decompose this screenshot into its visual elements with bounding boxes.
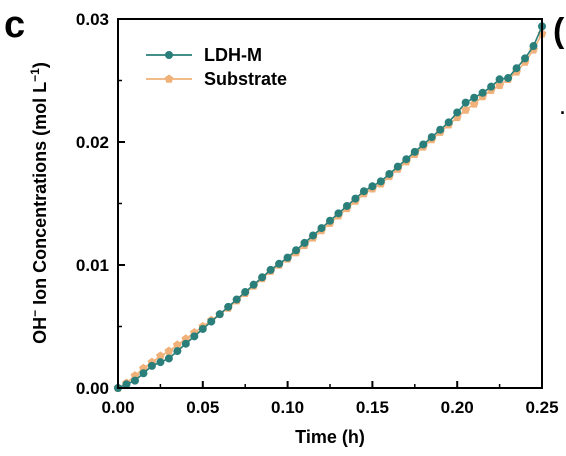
data-point-ldh-m [342,201,351,210]
cropped-neighbor-panel-label: ( [553,12,565,50]
series-line-ldh-m [117,26,543,389]
data-point-ldh-m [521,54,530,63]
data-point-ldh-m [512,64,521,73]
data-point-ldh-m [529,42,538,51]
data-point-ldh-m [215,310,224,319]
data-point-ldh-m [326,216,334,225]
y-axis-label-ion-charge: − [28,310,42,317]
series-layer [113,22,547,392]
data-point-ldh-m [207,317,216,326]
data-point-ldh-m [478,88,487,97]
data-point-ldh-m [139,369,148,378]
data-point-ldh-m [130,376,139,385]
data-point-ldh-m [419,140,428,149]
data-point-ldh-m [461,98,470,107]
y-axis-label-unit-exp: −1 [28,68,42,82]
data-point-ldh-m [470,93,479,102]
legend-marker-ldh-m [165,51,173,59]
data-point-ldh-m [317,224,326,233]
data-point-ldh-m [198,324,207,333]
y-axis-label: OH− Ion Concentrations (mol L−1) [28,62,50,344]
data-point-substrate [469,99,479,108]
series-ldh-m [114,22,546,392]
data-point-ldh-m [249,280,258,289]
plot-frame [117,18,543,389]
x-tick-label: 0.10 [271,398,304,417]
y-tick-label: 0.03 [76,10,109,29]
data-point-ldh-m [436,125,445,134]
y-tick-label: 0.00 [76,379,109,398]
legend-entry-ldh-m: LDH-M [146,45,262,65]
x-tick-label: 0.20 [441,398,474,417]
data-point-ldh-m [402,155,411,164]
data-point-ldh-m [266,265,275,274]
y-tick-label: 0.01 [76,256,109,275]
data-point-ldh-m [351,194,360,203]
data-point-ldh-m [258,273,267,282]
data-point-ldh-m [410,147,419,156]
x-tick-label: 0.05 [186,398,219,417]
data-point-substrate [461,105,471,114]
data-point-ldh-m [181,339,190,348]
x-tick-label: 0.15 [356,398,389,417]
series-line-substrate [117,33,543,389]
data-point-ldh-m [359,187,368,196]
data-point-substrate [156,351,165,360]
data-point-ldh-m [368,182,377,191]
data-point-ldh-m [495,75,504,84]
data-point-ldh-m [241,288,250,297]
cropped-neighbor-mark: · [560,103,566,123]
x-tick-label: 0.00 [101,398,134,417]
data-point-ldh-m [309,231,318,240]
data-point-ldh-m [173,347,182,356]
data-point-ldh-m [147,361,156,370]
data-point-substrate [495,80,504,90]
y-axis-label-ion: OH [30,317,50,344]
data-point-ldh-m [275,259,284,268]
data-point-ldh-m [427,133,436,142]
data-point-ldh-m [385,169,394,178]
y-axis-label-rest: Ion Concentrations (mol L [30,82,50,310]
data-point-ldh-m [224,302,233,311]
data-point-ldh-m [232,295,241,304]
y-tick-label: 0.02 [76,133,109,152]
legend-label-ldh-m: LDH-M [204,45,262,65]
data-point-substrate [172,340,182,349]
axes-layer: 0.00 0.05 0.10 0.15 0.20 0.25 0.00 0.01 0.02 0.03 [76,10,559,417]
legend-entry-substrate: Substrate [146,69,287,89]
y-axis-label-close: ) [30,62,50,68]
x-tick-label: 0.25 [525,398,558,417]
legend: LDH-M Substrate [146,45,287,89]
data-point-substrate [164,346,174,355]
data-point-ldh-m [393,162,402,171]
data-point-ldh-m [190,332,199,341]
data-point-ldh-m [376,177,385,186]
panel-label: c [4,4,26,46]
series-substrate [113,29,547,392]
x-axis-label: Time (h) [295,427,365,447]
data-point-ldh-m [504,74,513,83]
data-point-ldh-m [292,246,301,255]
data-point-ldh-m [487,82,496,91]
data-point-ldh-m [122,380,131,389]
legend-marker-substrate [164,74,174,83]
data-point-ldh-m [453,108,462,117]
data-point-ldh-m [164,354,173,363]
data-point-ldh-m [444,118,453,127]
data-point-ldh-m [300,238,309,247]
data-point-ldh-m [283,253,292,262]
data-point-ldh-m [334,209,343,218]
legend-label-substrate: Substrate [204,69,287,89]
data-point-ldh-m [156,358,165,367]
